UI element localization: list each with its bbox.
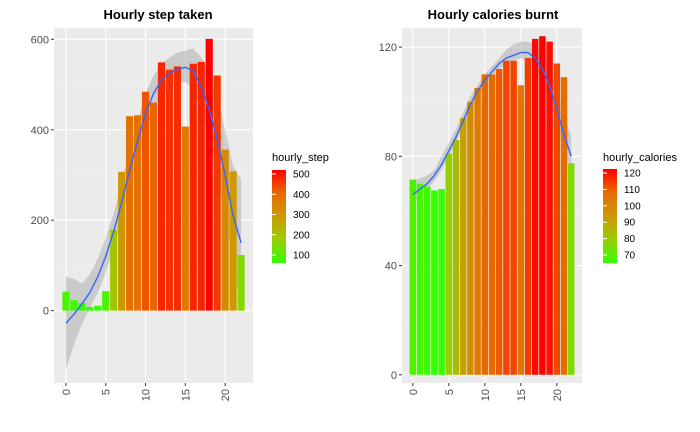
y-tick-label: 120 xyxy=(379,42,397,54)
steps-y-axis: 0 200 400 600 xyxy=(31,34,54,318)
bar xyxy=(474,88,481,375)
steps-bars xyxy=(62,38,245,311)
bar xyxy=(560,77,568,375)
bar xyxy=(78,302,86,311)
x-tick-label: 15 xyxy=(516,389,528,401)
legend-label: 90 xyxy=(624,218,636,229)
x-tick-label: 0 xyxy=(61,389,73,395)
y-tick-label: 400 xyxy=(31,125,49,137)
bar xyxy=(237,255,245,311)
calories-legend-colorbar xyxy=(603,169,617,263)
legend-label: 80 xyxy=(624,234,636,245)
bar xyxy=(438,189,445,375)
steps-x-axis: 0 5 10 15 20 xyxy=(61,383,232,401)
x-tick-label: 10 xyxy=(141,389,153,401)
bar xyxy=(517,85,525,375)
y-tick-label: 40 xyxy=(385,261,397,273)
x-tick-label: 20 xyxy=(552,389,564,401)
calories-legend-title: hourly_calories xyxy=(603,152,677,164)
y-tick-label: 200 xyxy=(31,215,49,227)
bar xyxy=(495,68,503,375)
legend-label: 70 xyxy=(624,251,636,262)
steps-legend-title: hourly_step xyxy=(272,152,329,164)
bar xyxy=(133,115,142,311)
y-tick-label: 80 xyxy=(385,151,397,163)
calories-x-axis: 0 5 10 15 20 xyxy=(408,383,564,401)
bar xyxy=(197,61,205,311)
bar xyxy=(221,149,229,311)
legend-label: 100 xyxy=(293,251,310,262)
bar xyxy=(157,62,166,311)
legend-label: 110 xyxy=(624,185,640,196)
steps-legend-labels: 500 400 300 200 100 xyxy=(272,170,310,262)
bar xyxy=(510,60,517,375)
calories-legend: hourly_calories 120 110 100 90 80 70 xyxy=(603,152,677,263)
bar xyxy=(126,116,134,311)
bar xyxy=(141,91,150,311)
calories-chart-title: Hourly calories burnt xyxy=(428,7,559,22)
bar xyxy=(459,118,467,375)
legend-label: 400 xyxy=(293,190,310,201)
calories-smooth-line xyxy=(412,51,572,196)
steps-chart-title: Hourly step taken xyxy=(103,7,212,22)
steps-smooth-line xyxy=(65,66,242,324)
bar xyxy=(567,163,575,375)
bar xyxy=(62,291,70,311)
bar xyxy=(452,139,460,375)
x-tick-label: 5 xyxy=(101,389,113,395)
bar xyxy=(524,58,532,375)
x-tick-label: 10 xyxy=(480,389,492,401)
bar xyxy=(481,74,489,375)
legend-label: 120 xyxy=(624,169,641,180)
calories-legend-labels: 120 110 100 90 80 70 xyxy=(603,169,641,262)
bar xyxy=(409,179,417,375)
bar xyxy=(229,171,237,311)
bar xyxy=(205,38,213,311)
bar xyxy=(86,307,94,311)
bar xyxy=(488,74,496,375)
bar xyxy=(118,171,126,311)
bar xyxy=(445,153,453,375)
y-tick-label: 0 xyxy=(43,306,49,318)
bar xyxy=(149,102,158,311)
bar xyxy=(531,38,539,375)
bar xyxy=(173,66,181,311)
legend-label: 200 xyxy=(293,230,310,241)
calories-bars xyxy=(409,36,575,375)
bar xyxy=(102,291,110,311)
bar xyxy=(70,300,78,311)
legend-label: 500 xyxy=(293,170,310,181)
x-tick-label: 20 xyxy=(220,389,232,401)
calories-y-axis: 0 40 80 120 xyxy=(379,42,402,382)
bar xyxy=(165,69,174,311)
bar xyxy=(431,190,438,375)
bar xyxy=(181,126,189,311)
x-tick-label: 0 xyxy=(408,389,420,395)
legend-label: 100 xyxy=(624,201,641,212)
bar xyxy=(467,101,474,375)
y-tick-label: 0 xyxy=(391,370,397,382)
x-tick-label: 15 xyxy=(180,389,192,401)
bar xyxy=(213,75,221,311)
bar xyxy=(503,60,510,375)
bar xyxy=(423,186,431,375)
steps-legend: hourly_step 500 400 300 200 100 xyxy=(272,152,329,263)
bar xyxy=(553,63,561,375)
steps-legend-colorbar xyxy=(272,170,286,263)
x-tick-label: 5 xyxy=(444,389,456,395)
bar xyxy=(539,36,546,375)
bar xyxy=(94,305,102,311)
bar xyxy=(546,41,553,375)
bar xyxy=(189,63,197,311)
steps-chart: Hourly step taken 0 200 400 600 0 5 10 15 20 ho… xyxy=(31,7,329,401)
y-tick-label: 600 xyxy=(31,34,49,46)
legend-label: 300 xyxy=(293,210,310,221)
smooth-line xyxy=(412,51,572,196)
bar xyxy=(110,230,118,311)
smooth-line xyxy=(65,66,242,324)
bar xyxy=(416,183,424,375)
